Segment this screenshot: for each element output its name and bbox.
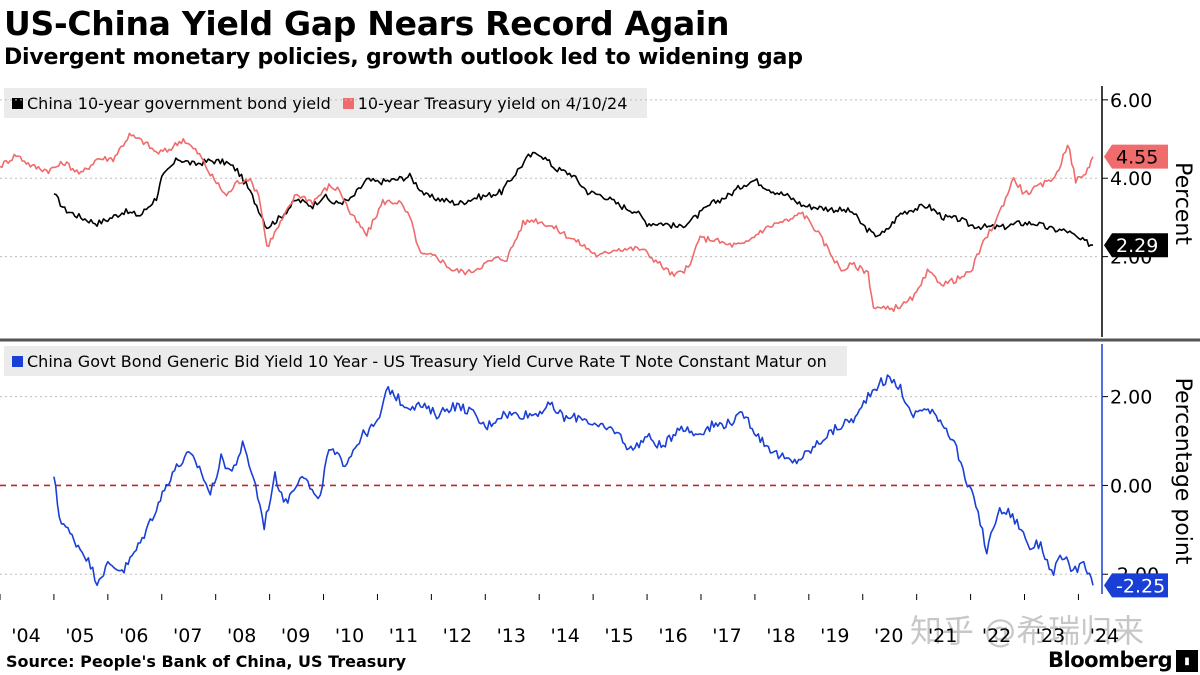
legend-item-us: 10-year Treasury yield on 4/10/24 (342, 93, 628, 113)
series-line-us (0, 132, 1094, 312)
x-tick-label: '14 (551, 625, 580, 647)
legend-label-spread: China Govt Bond Generic Bid Yield 10 Yea… (27, 351, 827, 371)
chart-title: US-China Yield Gap Nears Record Again (4, 4, 730, 43)
chart-subtitle: Divergent monetary policies, growth outl… (4, 45, 803, 70)
legend-item-spread: China Govt Bond Generic Bid Yield 10 Yea… (12, 352, 827, 371)
terminal-icon: ▮ (1176, 650, 1198, 672)
x-tick-label: '11 (389, 625, 418, 647)
legend-swatch-spread (12, 355, 23, 367)
last-value-tag (1104, 144, 1168, 169)
y-axis-title: Percentage point (1170, 378, 1195, 565)
x-tick-label: '15 (604, 625, 633, 647)
last-value-tag (1104, 573, 1168, 598)
x-tick-label: '05 (65, 625, 94, 647)
legend-label-us: 10-year Treasury yield on 4/10/24 (357, 93, 628, 113)
watermark: 知乎 @希瑞归来 (910, 612, 1145, 650)
source-note: Source: People's Bank of China, US Treas… (6, 652, 407, 671)
y-tick-label: 0.00 (1110, 475, 1152, 497)
x-tick-label: '09 (281, 625, 310, 647)
x-tick-label: '04 (11, 625, 40, 647)
last-value-label: 2.29 (1116, 235, 1158, 257)
x-tick-label: '06 (119, 625, 148, 647)
y-tick-label: 4.00 (1110, 168, 1152, 190)
x-tick-label: '18 (766, 625, 795, 647)
y-axis-title: Percent (1170, 162, 1195, 245)
bloomberg-logo: Bloomberg (1048, 648, 1173, 672)
x-tick-label: '21 (928, 625, 957, 647)
x-tick-label: '13 (497, 625, 526, 647)
x-tick-label: '19 (820, 625, 849, 647)
x-tick-label: '10 (335, 625, 364, 647)
legend-item-china: China 10-year government bond yield (12, 94, 331, 113)
legend-label-china: China 10-year government bond yield (27, 93, 331, 113)
last-value-label: -2.25 (1116, 575, 1165, 597)
series-line-china (53, 151, 1094, 247)
x-tick-label: '07 (173, 625, 202, 647)
x-tick-label: '23 (1036, 625, 1065, 647)
x-tick-label: '22 (982, 625, 1011, 647)
series-line-spread (53, 374, 1094, 587)
y-tick-label: 2.00 (1110, 387, 1152, 409)
legend-swatch-us (342, 97, 354, 109)
x-tick-label: '24 (1090, 625, 1119, 647)
y-tick-label: 6.00 (1110, 90, 1152, 112)
x-tick-label: '16 (658, 625, 687, 647)
x-tick-label: '17 (712, 625, 741, 647)
last-value-tag (1104, 233, 1168, 258)
x-tick-label: '12 (443, 625, 472, 647)
legend-swatch-china (12, 97, 23, 109)
x-tick-label: '08 (227, 625, 256, 647)
x-tick-label: '20 (874, 625, 903, 647)
last-value-label: 4.55 (1116, 147, 1158, 169)
bottom-legend: China Govt Bond Generic Bid Yield 10 Yea… (4, 346, 847, 376)
top-legend: China 10-year government bond yield 10-y… (4, 88, 648, 118)
